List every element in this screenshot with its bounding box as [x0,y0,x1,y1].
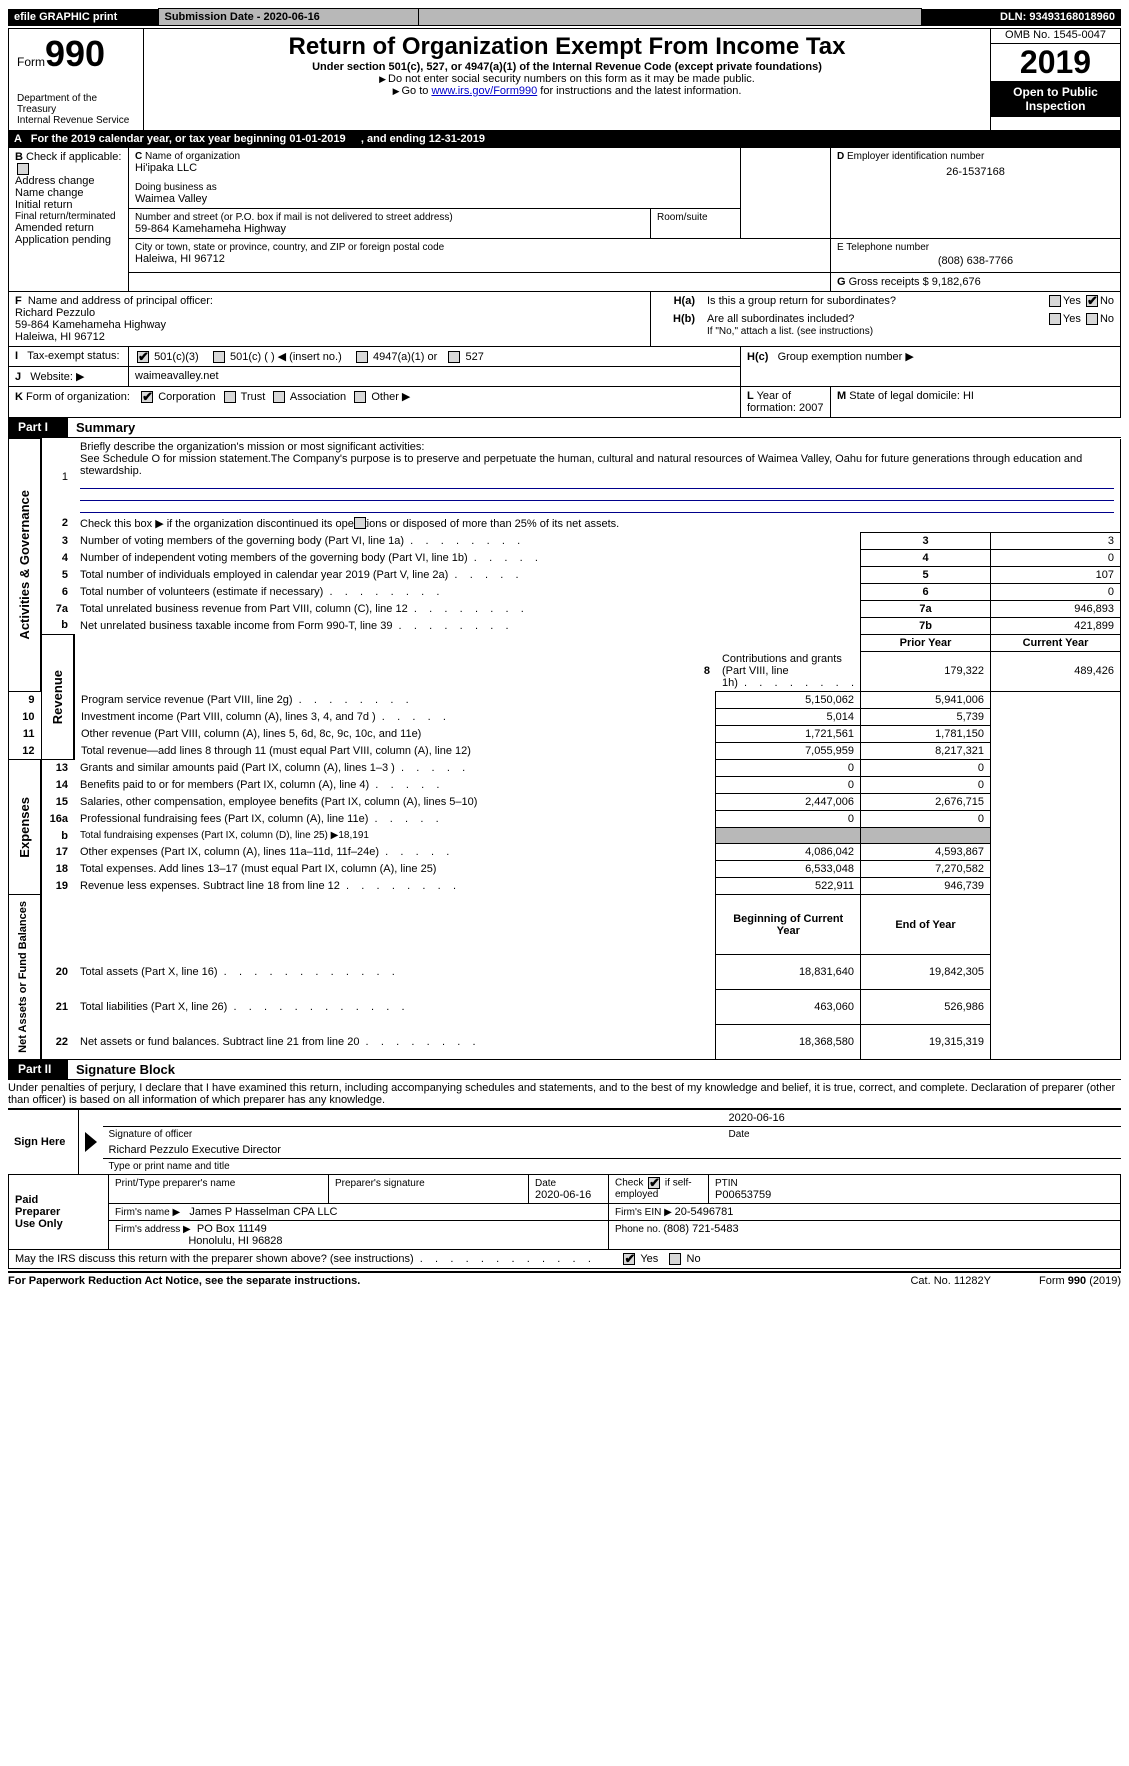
v3: 3 [991,532,1121,549]
k-corp[interactable] [141,391,153,403]
hb-no[interactable] [1086,313,1098,325]
b-final-return: Final return/terminated [15,211,122,222]
penalties-statement: Under penalties of perjury, I declare th… [8,1080,1121,1108]
instructions-link[interactable]: www.irs.gov/Form990 [431,85,537,97]
dept-line3: Internal Revenue Service [17,115,135,126]
k-other[interactable] [354,391,366,403]
v7b: 421,899 [991,617,1121,634]
discuss-no[interactable] [669,1253,681,1265]
section-revenue: Revenue [48,666,67,728]
b-address-change: Address change [15,175,122,187]
ein: 26-1537168 [837,162,1114,182]
dln: DLN: 93493168018960 [921,9,1121,26]
i-4947[interactable] [356,351,368,363]
footer-mid: Cat. No. 11282Y [841,1272,991,1289]
firm-addr1: PO Box 11149 [197,1223,267,1235]
b-amended: Amended return [15,222,122,234]
footer-right: Form 990 (2019) [991,1272,1121,1289]
dept-line1: Department of the [17,93,135,104]
check-applicable[interactable] [17,163,29,175]
year-formation: 2007 [799,402,823,414]
hc-label: Group exemption number ▶ [778,351,914,363]
b-initial-return: Initial return [15,199,122,211]
footer-left: For Paperwork Reduction Act Notice, see … [8,1272,841,1289]
city: Haleiwa, HI 96712 [135,253,824,265]
v5: 107 [991,566,1121,583]
k-trust[interactable] [224,391,236,403]
row-a-tax-year: A For the 2019 calendar year, or tax yea… [8,131,1121,147]
part-1-header: Part I Summary [8,418,1121,438]
firm-addr2: Honolulu, HI 96828 [188,1235,282,1247]
part-2-header: Part II Signature Block [8,1060,1121,1080]
website: waimeavalley.net [129,367,741,387]
room-label: Room/suite [657,212,734,223]
officer-city: Haleiwa, HI 96712 [15,331,644,343]
form-prefix: Form [17,55,45,69]
phone: (808) 638-7766 [837,253,1114,269]
signature-block: Sign Here 2020-06-16 Signature of office… [8,1108,1121,1174]
open-to-public: Open to Public Inspection [991,81,1120,117]
discuss-yes[interactable] [623,1253,635,1265]
summary-table: Activities & Governance 1 Briefly descri… [8,438,1121,1060]
ptin: P00653759 [715,1189,771,1201]
ha-no[interactable] [1086,295,1098,307]
officer-name-title: Richard Pezzulo Executive Director [103,1142,1122,1159]
hb-note: If "No," attach a list. (see instruction… [707,326,873,337]
street-label: Number and street (or P.O. box if mail i… [135,212,644,223]
form-header: Form990 Department of the Treasury Inter… [8,28,1121,131]
org-name: Hi'ipaka LLC [135,162,734,174]
i-501c[interactable] [213,351,225,363]
firm-name: James P Hasselman CPA LLC [189,1206,337,1218]
spacer [418,9,921,26]
dept-line2: Treasury [17,104,135,115]
officer-name: Richard Pezzulo [15,307,644,319]
ha-question: Is this a group return for subordinates? [701,292,1000,310]
omb-number: OMB No. 1545-0047 [991,29,1120,44]
firm-ein: 20-5496781 [675,1206,734,1218]
section-expenses: Expenses [15,793,34,862]
hb-question: Are all subordinates included? [707,313,854,325]
note-1: Do not enter social security numbers on … [388,73,755,85]
gross-receipts: 9,182,676 [932,276,981,288]
discuss-row: May the IRS discuss this return with the… [8,1250,1121,1269]
v7a: 946,893 [991,600,1121,617]
form-number: 990 [45,33,105,74]
self-employed-check[interactable] [648,1177,660,1189]
v6: 0 [991,583,1121,600]
submission-date: Submission Date - 2020-06-16 [158,9,418,26]
state-domicile: HI [963,390,974,402]
city-label: City or town, state or province, country… [135,242,824,253]
officer-street: 59-864 Kamehameha Highway [15,319,644,331]
street: 59-864 Kamehameha Highway [135,223,644,235]
i-501c3[interactable] [137,351,149,363]
submission-bar: efile GRAPHIC print Submission Date - 20… [8,8,1121,26]
firm-phone: (808) 721-5483 [663,1223,738,1235]
b-name-change: Name change [15,187,122,199]
v4: 0 [991,549,1121,566]
paid-preparer-block: PaidPreparerUse Only Print/Type preparer… [8,1174,1121,1250]
form-title: Return of Organization Exempt From Incom… [152,33,982,61]
identity-block: B Check if applicable: Address change Na… [8,147,1121,418]
l2-check[interactable] [354,517,366,529]
hb-yes[interactable] [1049,313,1061,325]
section-activities: Activities & Governance [15,486,34,644]
k-assoc[interactable] [273,391,285,403]
i-527[interactable] [448,351,460,363]
ha-yes[interactable] [1049,295,1061,307]
section-net-assets: Net Assets or Fund Balances [15,897,31,1057]
footer: For Paperwork Reduction Act Notice, see … [8,1271,1121,1289]
dba-name: Waimea Valley [135,193,734,205]
b-pending: Application pending [15,234,122,246]
efile-label: efile GRAPHIC print [8,9,158,26]
tax-year: 2019 [991,44,1120,81]
dba-label: Doing business as [135,182,734,193]
sign-arrow-icon [85,1132,97,1152]
paid-preparer-label: PaidPreparerUse Only [9,1175,109,1250]
sig-date: 2020-06-16 [723,1109,1122,1127]
form-subtitle: Under section 501(c), 527, or 4947(a)(1)… [152,61,982,73]
sign-here-label: Sign Here [8,1109,78,1174]
mission-text: See Schedule O for mission statement.The… [80,453,1082,477]
